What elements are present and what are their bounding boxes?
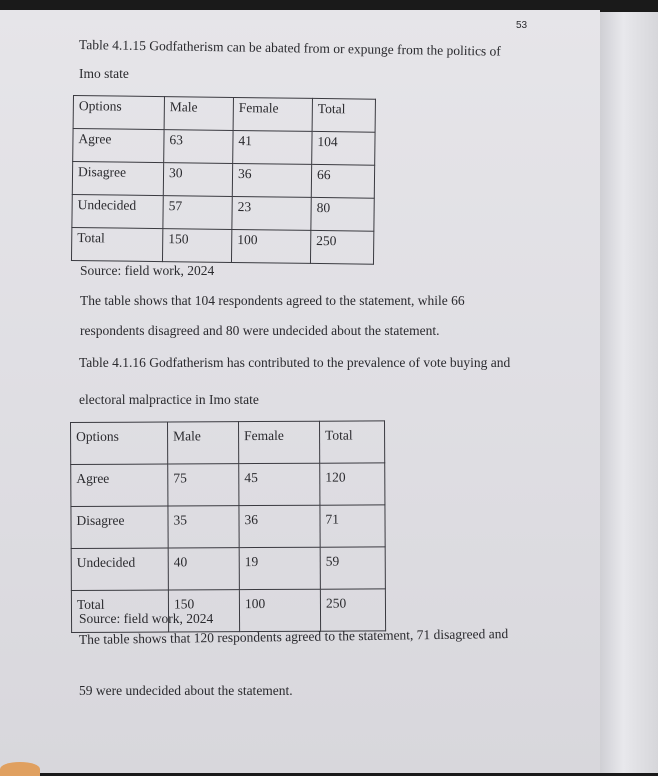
table2-caption-cont: electoral malpractice in Imo state — [79, 392, 259, 407]
header-cell: Male — [164, 96, 234, 131]
cell: 71 — [319, 504, 386, 548]
finger — [0, 762, 40, 776]
table-header-row: Options Male Female Total — [70, 420, 385, 465]
cell: 250 — [320, 588, 386, 632]
table-row: Disagree 30 36 66 — [72, 161, 375, 199]
table1: Options Male Female Total Agree 63 41 104 D… — [71, 95, 376, 265]
cell: 100 — [231, 229, 311, 264]
cell: Agree — [70, 463, 168, 507]
table-row: Undecided 40 19 59 — [71, 546, 386, 591]
cell: 63 — [163, 129, 234, 164]
cell: Agree — [72, 128, 165, 163]
header-cell: Total — [319, 420, 385, 464]
cell: 250 — [310, 230, 374, 265]
table1-source: Source: field work, 2024 — [80, 263, 215, 278]
header-cell: Female — [233, 97, 313, 132]
table1-caption-cont: Imo state — [79, 66, 129, 81]
document-page — [0, 10, 600, 773]
table-header-row: Options Male Female Total — [73, 95, 376, 133]
table-row: Total 150 100 250 — [71, 227, 374, 265]
table1-summary: The table shows that 104 respondents agr… — [80, 293, 465, 308]
page-stack-edge — [600, 12, 658, 773]
cell: 120 — [319, 462, 385, 506]
cell: 59 — [320, 546, 386, 590]
cell: 100 — [239, 589, 321, 632]
header-cell: Total — [312, 98, 376, 133]
cell: 40 — [168, 547, 240, 590]
header-cell: Female — [238, 421, 320, 464]
cell: 23 — [231, 196, 312, 231]
cell: 35 — [167, 505, 240, 548]
page-number: 53 — [516, 20, 528, 31]
cell: 75 — [167, 463, 239, 506]
cell: Disagree — [72, 161, 164, 196]
header-cell: Options — [70, 421, 168, 465]
header-cell: Male — [167, 421, 239, 464]
cell: 66 — [311, 164, 375, 199]
cell: 80 — [310, 197, 375, 232]
table2-summary-cont: 59 were undecided about the statement. — [79, 683, 293, 698]
cell: 150 — [162, 228, 232, 263]
cell: Undecided — [71, 547, 169, 591]
table-row: Disagree 35 36 71 — [70, 504, 386, 549]
cell: Total — [71, 227, 163, 262]
cell: Undecided — [71, 194, 164, 229]
cell: 30 — [163, 162, 233, 197]
table-row: Agree 75 45 120 — [70, 462, 385, 507]
table2-source: Source: field work, 2024 — [79, 611, 214, 626]
table1-summary-cont: respondents disagreed and 80 were undeci… — [80, 323, 440, 338]
cell: 41 — [232, 130, 313, 165]
table2: Options Male Female Total Agree 75 45 120 D… — [70, 420, 386, 633]
table-row: Undecided 57 23 80 — [71, 194, 375, 232]
cell: 36 — [232, 163, 312, 198]
header-cell: Options — [73, 95, 165, 130]
table2-caption: Table 4.1.16 Godfatherism has contribute… — [79, 355, 511, 370]
cell: 104 — [311, 131, 376, 166]
cell: 36 — [238, 505, 321, 548]
cell: 45 — [238, 463, 320, 506]
cell: 57 — [162, 195, 233, 230]
cell: Disagree — [70, 505, 169, 549]
cell: 19 — [239, 547, 321, 590]
table-row: Agree 63 41 104 — [72, 128, 376, 166]
